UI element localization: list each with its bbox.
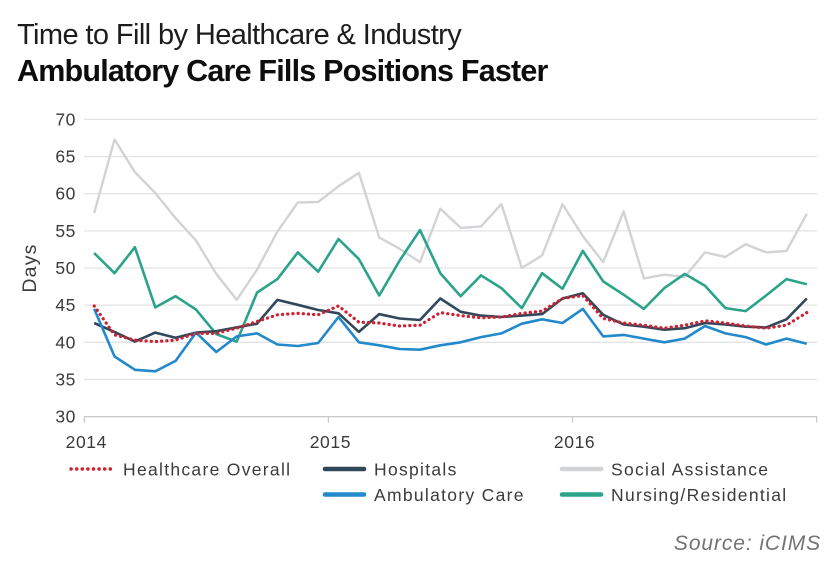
svg-text:70: 70 [55, 109, 76, 129]
svg-text:35: 35 [55, 369, 76, 389]
svg-text:Ambulatory Care: Ambulatory Care [374, 485, 525, 505]
svg-text:Healthcare Overall: Healthcare Overall [123, 460, 291, 480]
svg-text:Hospitals: Hospitals [374, 460, 458, 480]
svg-text:Social Assistance: Social Assistance [611, 460, 769, 480]
svg-text:Nursing/Residential: Nursing/Residential [611, 485, 787, 505]
svg-text:55: 55 [55, 221, 76, 241]
svg-text:Days: Days [19, 243, 41, 292]
svg-text:Ambulatory Care Fills Position: Ambulatory Care Fills Positions Faster [17, 54, 549, 88]
svg-text:50: 50 [55, 258, 76, 278]
svg-text:2016: 2016 [554, 432, 595, 452]
svg-text:Time to Fill by Healthcare & I: Time to Fill by Healthcare & Industry [17, 19, 462, 51]
svg-text:2015: 2015 [310, 432, 351, 452]
svg-text:60: 60 [55, 184, 76, 204]
svg-text:30: 30 [55, 407, 76, 427]
svg-text:65: 65 [55, 147, 76, 167]
svg-text:45: 45 [55, 295, 76, 315]
svg-text:Source: iCIMS: Source: iCIMS [674, 532, 821, 555]
svg-text:2014: 2014 [66, 432, 107, 452]
svg-text:40: 40 [55, 332, 76, 352]
